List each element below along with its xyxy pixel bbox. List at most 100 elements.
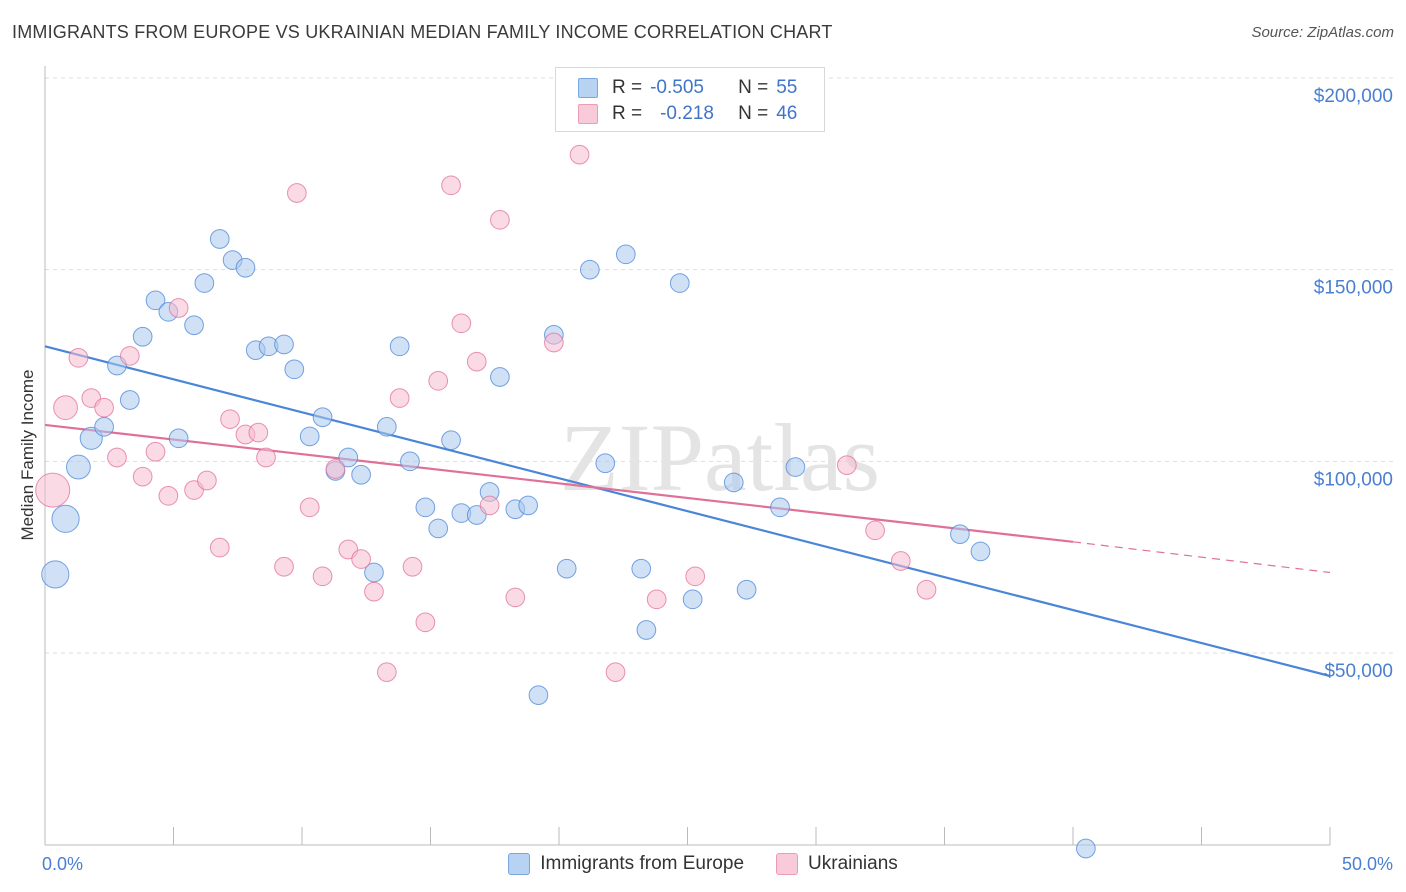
x-tick-label: 50.0% xyxy=(1342,854,1393,874)
ukrainian-point xyxy=(68,347,89,368)
axes-layer xyxy=(44,66,1331,846)
grid-layer xyxy=(45,77,1395,654)
legend-r-value: -0.218 xyxy=(660,103,714,124)
europe-point xyxy=(636,620,657,640)
legend-row-ukrainians: R = -0.218 N = 46 xyxy=(578,101,797,127)
europe-point xyxy=(299,426,320,447)
europe-point xyxy=(235,257,256,278)
europe-point xyxy=(119,390,140,410)
legend-r-value: -0.505 xyxy=(650,77,704,98)
europe-point xyxy=(351,464,371,485)
correlation-legend: R = -0.505 N = 55 R = -0.218 N = 46 xyxy=(555,67,825,132)
series-legend: Immigrants from Europe Ukrainians xyxy=(0,851,1406,877)
europe-point xyxy=(556,558,577,579)
europe-point xyxy=(194,273,215,293)
ukrainian-point xyxy=(505,587,526,608)
points-layer xyxy=(35,144,1096,859)
europe-point xyxy=(338,447,359,468)
y-tick-label: $150,000 xyxy=(1314,278,1393,299)
ukrainian-point xyxy=(441,175,461,196)
ukrainian-point xyxy=(274,556,294,577)
europe-point xyxy=(669,273,690,293)
europe-point xyxy=(168,428,189,449)
y-axis-label: Median Family Income xyxy=(18,369,37,540)
europe-point xyxy=(415,497,436,518)
europe-point xyxy=(736,579,757,600)
legend-swatch-europe xyxy=(578,78,598,98)
ukrainian-point xyxy=(325,459,346,479)
tick-label-layer: $50,000 $100,000 $150,000 $200,000 0.0% 50.0% xyxy=(42,86,1393,874)
europe-point xyxy=(389,336,410,357)
ukrainian-point xyxy=(158,485,179,506)
ukrainian-point xyxy=(132,466,153,487)
chart-title: IMMIGRANTS FROM EUROPE VS UKRAINIAN MEDI… xyxy=(12,22,833,42)
series-swatch-europe xyxy=(508,853,531,875)
europe-point xyxy=(615,244,636,265)
ukrainian-point xyxy=(256,447,276,468)
europe-trendline xyxy=(44,345,1331,678)
ukrainian-point xyxy=(646,589,667,610)
ukrainian-trendline xyxy=(44,423,1074,543)
y-tick-label: $50,000 xyxy=(1324,661,1393,682)
ukrainian-point xyxy=(451,313,472,334)
europe-point xyxy=(770,497,790,518)
europe-point xyxy=(631,558,652,579)
ukrainian-point xyxy=(479,495,500,516)
legend-n-label: N = xyxy=(738,103,769,124)
ukrainian-point xyxy=(544,332,564,353)
europe-point xyxy=(723,472,744,493)
ukrainian-point xyxy=(389,388,410,408)
europe-point xyxy=(785,457,806,477)
europe-point xyxy=(209,229,230,249)
europe-point xyxy=(428,518,449,539)
ukrainian-point xyxy=(890,551,911,571)
series-label-ukrainians: Ukrainians xyxy=(808,853,898,874)
legend-r-label: R = xyxy=(612,103,643,124)
europe-point xyxy=(682,589,703,610)
europe-point xyxy=(595,453,616,474)
x-tick-label: 0.0% xyxy=(42,854,83,874)
europe-point xyxy=(400,451,420,472)
ukrainian-point xyxy=(865,520,885,541)
ukrainian-point xyxy=(248,422,269,443)
series-swatch-ukrainians xyxy=(776,853,799,875)
europe-point xyxy=(528,685,549,706)
trend-layer xyxy=(44,345,1331,678)
ukrainian-point xyxy=(53,395,78,421)
ukrainian-point xyxy=(605,662,626,683)
legend-n-value: 46 xyxy=(776,103,798,124)
ukrainian-point xyxy=(685,566,706,587)
ukrainian-point xyxy=(107,447,127,468)
ukrainian-point xyxy=(119,346,140,366)
europe-point xyxy=(950,524,970,545)
europe-point xyxy=(145,290,166,311)
ukrainian-point xyxy=(415,612,436,633)
ukrainian-point xyxy=(376,662,397,683)
europe-point xyxy=(490,367,510,387)
ukrainian-point xyxy=(94,397,114,418)
legend-r-label: R = xyxy=(612,77,643,98)
ukrainian-point xyxy=(364,581,384,602)
ukrainian-point xyxy=(35,472,71,508)
ukrainian-point xyxy=(312,566,333,587)
chart-source: Source: ZipAtlas.com xyxy=(1251,24,1394,41)
series-legend-europe: Immigrants from Europe xyxy=(508,853,744,875)
europe-point xyxy=(184,315,204,336)
ukrainian-point xyxy=(569,144,590,165)
series-legend-ukrainians: Ukrainians xyxy=(776,853,898,875)
europe-point xyxy=(376,416,397,437)
ukrainian-point xyxy=(299,497,320,518)
europe-point xyxy=(441,430,461,451)
ukrainian-trendline-extension xyxy=(1072,541,1331,574)
europe-point xyxy=(312,407,333,428)
legend-row-europe: R = -0.505 N = 55 xyxy=(578,75,797,101)
legend-n-label: N = xyxy=(738,77,769,98)
ukrainian-point xyxy=(145,441,166,462)
europe-point xyxy=(51,504,80,533)
ukrainian-point xyxy=(916,579,937,600)
europe-point xyxy=(579,259,600,280)
ukrainian-point xyxy=(836,455,857,476)
ukrainian-point xyxy=(402,556,423,577)
europe-point xyxy=(132,326,153,347)
